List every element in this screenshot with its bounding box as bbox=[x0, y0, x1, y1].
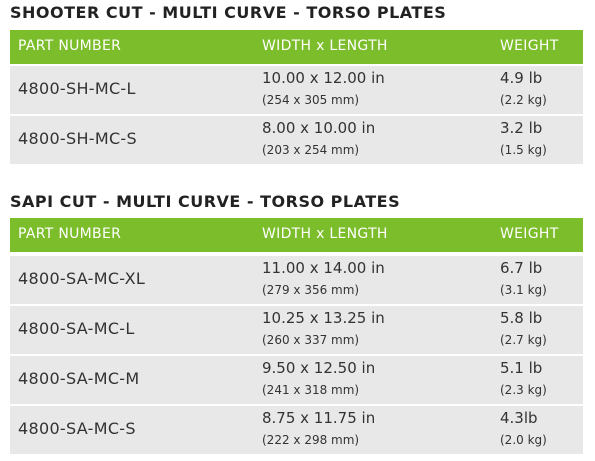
dimensions: 8.00 x 10.00 in bbox=[262, 119, 376, 137]
header-cell: PART NUMBER bbox=[18, 226, 122, 242]
part-number: 4800-SA-MC-XL bbox=[18, 269, 146, 288]
dimensions-mm: (260 x 337 mm) bbox=[262, 333, 360, 347]
weight: 5.8 lb bbox=[500, 309, 543, 327]
weight-kg: (2.0 kg) bbox=[500, 433, 547, 447]
dimensions-mm: (222 x 298 mm) bbox=[262, 433, 360, 447]
weight: 5.1 lb bbox=[500, 359, 543, 377]
table-title: SHOOTER CUT - MULTI CURVE - TORSO PLATES bbox=[10, 3, 447, 22]
header-cell: WIDTH x LENGTH bbox=[262, 38, 388, 54]
dimensions-mm: (241 x 318 mm) bbox=[262, 383, 360, 397]
weight: 4.9 lb bbox=[500, 69, 543, 87]
weight: 4.3lb bbox=[500, 409, 538, 427]
dimensions-mm: (203 x 254 mm) bbox=[262, 143, 360, 157]
table-title: SAPI CUT - MULTI CURVE - TORSO PLATES bbox=[10, 192, 401, 211]
header-cell: WEIGHT bbox=[500, 38, 559, 54]
table-header: PART NUMBER WIDTH x LENGTH WEIGHT bbox=[10, 218, 583, 252]
table-row: 4800-SH-MC-S 8.00 x 10.00 in (203 x 254 mm… bbox=[10, 116, 583, 164]
part-number: 4800-SA-MC-M bbox=[18, 369, 140, 388]
dimensions: 8.75 x 11.75 in bbox=[262, 409, 376, 427]
dimensions-mm: (254 x 305 mm) bbox=[262, 93, 360, 107]
part-number: 4800-SA-MC-L bbox=[18, 319, 135, 338]
table-row: 4800-SA-MC-S 8.75 x 11.75 in (222 x 298 mm… bbox=[10, 406, 583, 454]
weight-kg: (3.1 kg) bbox=[500, 283, 547, 297]
weight: 3.2 lb bbox=[500, 119, 543, 137]
weight-kg: (2.3 kg) bbox=[500, 383, 547, 397]
part-number: 4800-SH-MC-S bbox=[18, 129, 137, 148]
weight: 6.7 lb bbox=[500, 259, 543, 277]
dimensions: 11.00 x 14.00 in bbox=[262, 259, 385, 277]
table-row: 4800-SA-MC-XL 11.00 x 14.00 in (279 x 356 … bbox=[10, 256, 583, 304]
dimensions: 9.50 x 12.50 in bbox=[262, 359, 376, 377]
header-cell: WEIGHT bbox=[500, 226, 559, 242]
table-row: 4800-SA-MC-M 9.50 x 12.50 in (241 x 318 mm… bbox=[10, 356, 583, 404]
table-row: 4800-SH-MC-L 10.00 x 12.00 in (254 x 305 m… bbox=[10, 66, 583, 114]
header-cell: PART NUMBER bbox=[18, 38, 122, 54]
table-row: 4800-SA-MC-L 10.25 x 13.25 in (260 x 337 m… bbox=[10, 306, 583, 354]
dimensions: 10.00 x 12.00 in bbox=[262, 69, 385, 87]
header-cell: WIDTH x LENGTH bbox=[262, 226, 388, 242]
part-number: 4800-SH-MC-L bbox=[18, 79, 136, 98]
weight-kg: (1.5 kg) bbox=[500, 143, 547, 157]
dimensions-mm: (279 x 356 mm) bbox=[262, 283, 360, 297]
table-header: PART NUMBER WIDTH x LENGTH WEIGHT bbox=[10, 30, 583, 64]
weight-kg: (2.7 kg) bbox=[500, 333, 547, 347]
part-number: 4800-SA-MC-S bbox=[18, 419, 136, 438]
dimensions: 10.25 x 13.25 in bbox=[262, 309, 385, 327]
weight-kg: (2.2 kg) bbox=[500, 93, 547, 107]
